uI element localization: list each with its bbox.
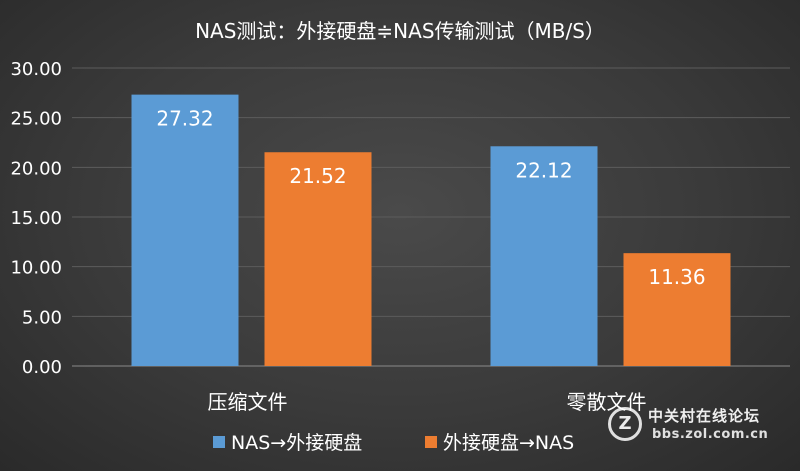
data-label: 11.36 — [648, 265, 705, 289]
legend: NAS→外接硬盘 外接硬盘→NAS — [213, 432, 574, 454]
bar-external-to-nas — [623, 253, 731, 366]
y-tick-label: 20.00 — [10, 158, 62, 179]
x-category-label: 压缩文件 — [208, 390, 288, 414]
y-tick-label: 30.00 — [10, 59, 62, 80]
bar-nas-to-external — [490, 146, 598, 366]
y-axis: 0.00 5.00 10.00 15.00 20.00 25.00 30.00 — [10, 59, 62, 378]
y-tick-label: 25.00 — [10, 109, 62, 130]
data-labels: 27.32 21.52 22.12 11.36 — [156, 107, 705, 290]
chart-title: NAS测试：外接硬盘≑NAS传输测试（MB/S） — [195, 19, 605, 43]
legend-label: 外接硬盘→NAS — [443, 432, 574, 454]
data-label: 27.32 — [156, 107, 213, 131]
x-category-label: 零散文件 — [567, 390, 647, 414]
legend-swatch-nas-to-external — [213, 436, 225, 448]
y-tick-label: 0.00 — [22, 357, 62, 378]
data-label: 21.52 — [289, 164, 346, 188]
legend-swatch-external-to-nas — [425, 436, 437, 448]
y-tick-label: 5.00 — [22, 307, 62, 328]
legend-label: NAS→外接硬盘 — [231, 432, 362, 454]
data-label: 22.12 — [515, 158, 572, 182]
y-tick-label: 10.00 — [10, 258, 62, 279]
bar-external-to-nas — [264, 152, 372, 366]
bar-nas-to-external — [131, 94, 239, 366]
bars — [131, 94, 731, 366]
y-tick-label: 15.00 — [10, 208, 62, 229]
x-axis: 压缩文件 零散文件 — [208, 390, 647, 414]
